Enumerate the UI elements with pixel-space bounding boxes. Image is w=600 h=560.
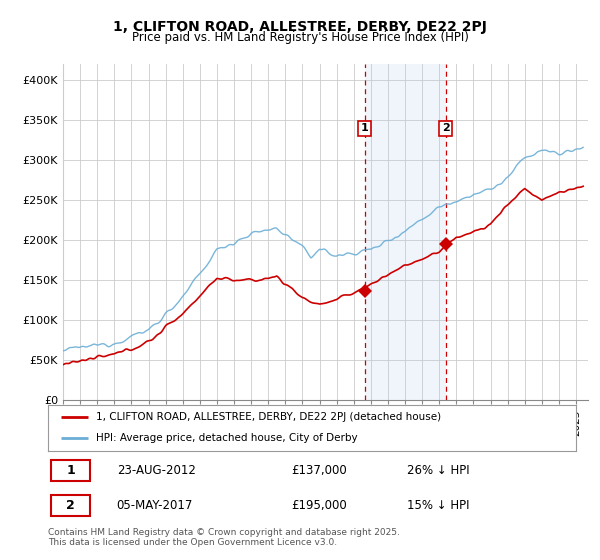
Text: Price paid vs. HM Land Registry's House Price Index (HPI): Price paid vs. HM Land Registry's House … [131, 31, 469, 44]
Text: 1, CLIFTON ROAD, ALLESTREE, DERBY, DE22 2PJ: 1, CLIFTON ROAD, ALLESTREE, DERBY, DE22 … [113, 20, 487, 34]
Text: 15% ↓ HPI: 15% ↓ HPI [407, 499, 470, 512]
Text: 1: 1 [361, 123, 368, 133]
Text: HPI: Average price, detached house, City of Derby: HPI: Average price, detached house, City… [95, 433, 357, 444]
FancyBboxPatch shape [50, 494, 90, 516]
Text: 2: 2 [66, 499, 75, 512]
FancyBboxPatch shape [50, 460, 90, 481]
Text: 1, CLIFTON ROAD, ALLESTREE, DERBY, DE22 2PJ (detached house): 1, CLIFTON ROAD, ALLESTREE, DERBY, DE22 … [95, 412, 440, 422]
Text: Contains HM Land Registry data © Crown copyright and database right 2025.
This d: Contains HM Land Registry data © Crown c… [48, 528, 400, 547]
Text: £195,000: £195,000 [291, 499, 347, 512]
Text: 2: 2 [442, 123, 449, 133]
Bar [365, 64, 446, 400]
Text: 23-AUG-2012: 23-AUG-2012 [116, 464, 196, 477]
Text: 26% ↓ HPI: 26% ↓ HPI [407, 464, 470, 477]
Text: 1: 1 [66, 464, 75, 477]
Text: £137,000: £137,000 [291, 464, 347, 477]
Text: 05-MAY-2017: 05-MAY-2017 [116, 499, 193, 512]
